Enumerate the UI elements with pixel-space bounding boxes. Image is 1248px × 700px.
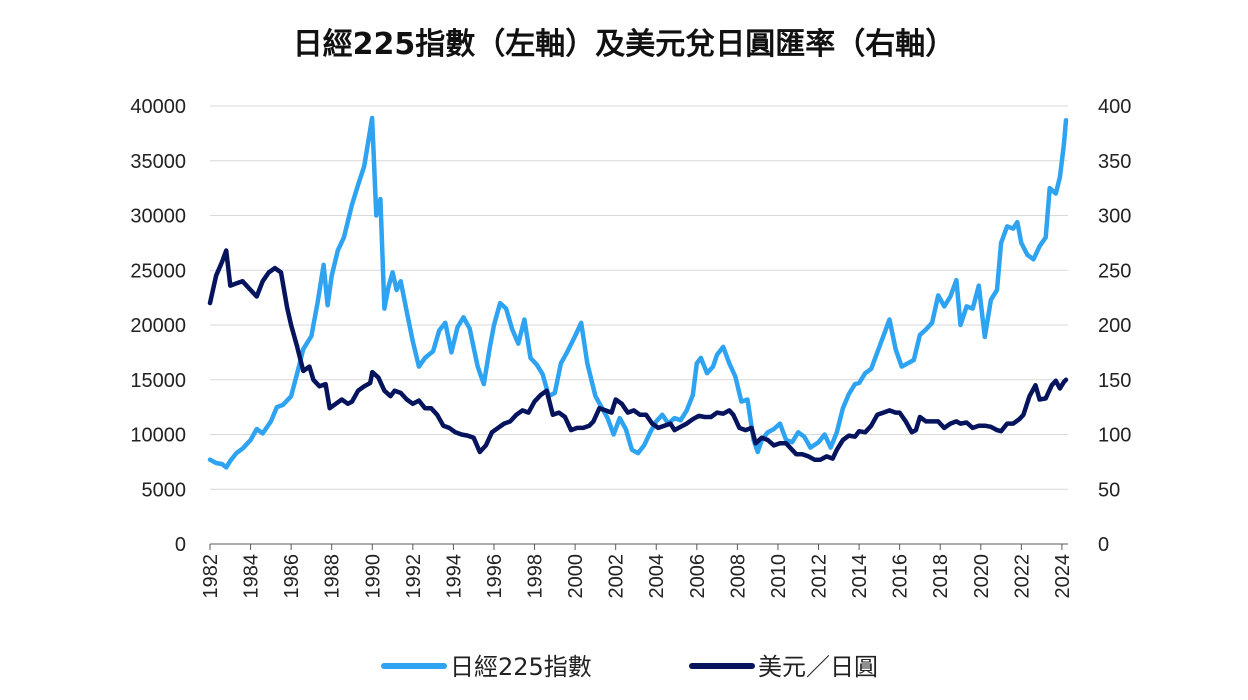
x-tick-label: 2000 [565, 554, 587, 599]
x-tick-label: 2018 [930, 554, 952, 599]
y-left-tick-label: 25000 [130, 260, 186, 282]
legend: 日經225指數 美元／日圓 [381, 653, 878, 681]
legend-label-usdjpy: 美元／日圓 [758, 653, 878, 681]
x-tick-label: 1986 [281, 554, 303, 599]
gridlines [210, 105, 1068, 545]
y-right-tick-label: 400 [1098, 96, 1131, 118]
y-left-tick-label: 5000 [142, 479, 187, 501]
y-left-tick-label: 10000 [130, 425, 186, 447]
x-tick-label: 1990 [362, 554, 384, 599]
chart-title: 日經225指數（左軸）及美元兌日圓匯率（右軸） [293, 27, 956, 62]
series-lines [207, 115, 1069, 470]
y-left-tick-label: 40000 [130, 96, 186, 118]
x-tick-label: 2012 [809, 554, 831, 599]
y-right-tick-label: 50 [1098, 479, 1120, 501]
x-tick-label: 1992 [403, 554, 425, 599]
left-y-axis: 0 5000 10000 15000 20000 25000 30000 35000 40000 [130, 96, 186, 556]
y-right-tick-label: 100 [1098, 425, 1131, 447]
y-right-tick-label: 250 [1098, 260, 1131, 282]
x-tick-label: 2002 [606, 554, 628, 599]
right-y-axis: 0 50 100 150 200 250 300 350 400 [1098, 96, 1131, 556]
x-tick-label: 1996 [484, 554, 506, 599]
x-tick-label: 2016 [890, 554, 912, 599]
y-right-tick-label: 0 [1098, 534, 1109, 556]
x-tick-label: 2010 [768, 554, 790, 599]
y-left-tick-label: 15000 [130, 370, 186, 392]
y-left-tick-label: 0 [175, 534, 186, 556]
y-right-tick-label: 350 [1098, 151, 1131, 173]
x-tick-label: 1984 [241, 554, 263, 599]
x-tick-label: 1988 [322, 554, 344, 599]
x-tick-label: 1982 [200, 554, 222, 599]
y-right-tick-label: 150 [1098, 370, 1131, 392]
x-axis: 1982 1984 1986 1988 1990 1992 1994 1996 1998 2000… [200, 543, 1074, 599]
series-line-nikkei [207, 115, 1069, 470]
series-line-usdjpy [207, 248, 1069, 462]
y-left-tick-label: 35000 [130, 151, 186, 173]
x-tick-label: 2004 [646, 554, 668, 599]
x-tick-label: 1998 [525, 554, 547, 599]
x-tick-label: 2008 [727, 554, 749, 599]
y-left-tick-label: 20000 [130, 315, 186, 337]
legend-label-nikkei: 日經225指數 [450, 653, 592, 681]
y-left-tick-label: 30000 [130, 206, 186, 228]
x-tick-label: 2020 [971, 554, 993, 599]
x-tick-label: 2006 [687, 554, 709, 599]
x-tick-label: 1994 [443, 554, 465, 599]
y-right-tick-label: 300 [1098, 206, 1131, 228]
y-right-tick-label: 200 [1098, 315, 1131, 337]
x-tick-label: 2024 [1052, 554, 1074, 599]
x-tick-label: 2022 [1011, 554, 1033, 599]
x-tick-label: 2014 [849, 554, 871, 599]
